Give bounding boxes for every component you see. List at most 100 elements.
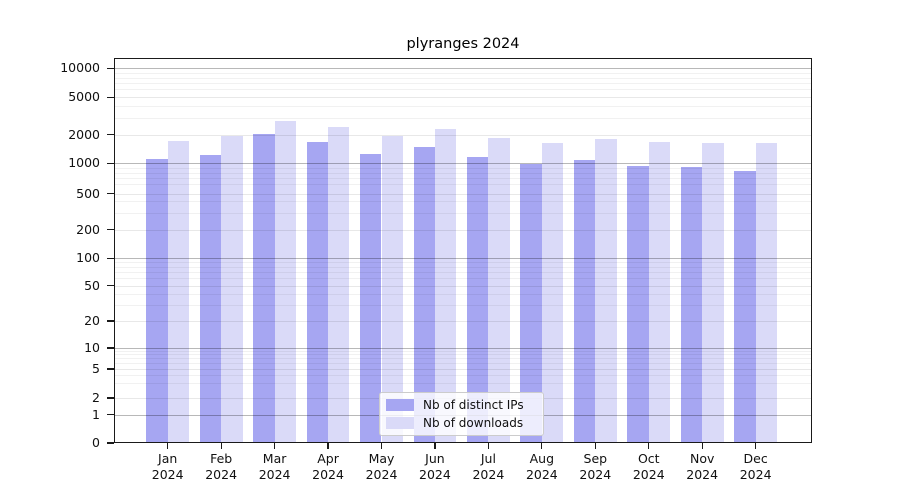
y-tick-label: 10000 (60, 60, 100, 76)
gridline-minor (114, 89, 812, 91)
gridline-minor (114, 172, 812, 174)
bar-ips-sep (573, 159, 596, 443)
y-tick (107, 96, 114, 98)
bar-downloads-aug (541, 143, 564, 443)
gridline-minor (114, 201, 812, 203)
x-tick-label: Apr 2024 (312, 451, 344, 482)
y-tick-label: 50 (84, 277, 100, 293)
gridline-minor (114, 83, 812, 85)
y-tick (107, 134, 114, 136)
gridline (114, 229, 812, 231)
bar-downloads-feb (221, 135, 243, 443)
y-tick (107, 320, 114, 322)
y-tick (107, 229, 114, 231)
legend-swatch-downloads (386, 417, 414, 430)
y-tick-label: 0 (92, 435, 100, 450)
gridline-minor (114, 354, 812, 356)
x-tick (380, 443, 383, 449)
gridline-minor (114, 212, 812, 214)
gridline (114, 97, 812, 99)
x-tick (594, 443, 596, 449)
x-tick-label: Sep 2024 (579, 451, 612, 482)
y-tick-label: 100 (76, 250, 100, 266)
y-tick (107, 368, 114, 370)
gridline (114, 321, 812, 322)
x-tick-label: Oct 2024 (632, 451, 665, 482)
bar-ips-apr (306, 141, 329, 443)
bar-ips-feb (199, 154, 222, 443)
gridline-minor (114, 351, 812, 353)
bar-ips-aug (520, 164, 542, 443)
gridline-minor (114, 362, 812, 364)
x-tick (327, 443, 329, 449)
bar-downloads-may (381, 135, 403, 443)
gridline-major (114, 258, 812, 260)
y-tick (107, 162, 114, 164)
gridline-major (114, 163, 812, 165)
x-tick-label: Nov 2024 (686, 451, 719, 482)
x-tick (434, 443, 436, 449)
bar-ips-mar (253, 133, 275, 443)
x-tick-label: Aug 2024 (525, 451, 558, 482)
chart-title: plyranges 2024 (406, 36, 520, 52)
y-tick (107, 284, 114, 287)
bar-ips-dec (734, 170, 756, 443)
y-tick (107, 347, 114, 349)
gridline-major (114, 348, 812, 349)
y-tick (107, 397, 114, 399)
bar-downloads-dec (755, 143, 778, 443)
y-tick-label: 500 (76, 185, 100, 201)
x-tick (648, 443, 650, 449)
bar-downloads-oct (648, 142, 671, 443)
legend-swatch-distinct-ips (386, 398, 414, 411)
bar-ips-nov (680, 166, 703, 443)
x-tick-label: Mar 2024 (258, 451, 291, 482)
gridline-minor (114, 358, 812, 360)
y-tick (107, 67, 114, 69)
gridline-major (114, 68, 812, 70)
y-tick (107, 414, 114, 416)
y-tick-label: 2000 (68, 126, 100, 142)
gridline-minor (114, 184, 812, 186)
x-tick (755, 443, 757, 449)
x-tick-label: Jan 2024 (151, 451, 184, 482)
bar-downloads-nov (702, 143, 724, 443)
bar-downloads-jul (488, 138, 510, 443)
bar-downloads-jan (167, 140, 190, 443)
x-tick-label: Dec 2024 (739, 451, 772, 482)
gridline-minor (114, 106, 812, 108)
y-tick-label: 1000 (68, 155, 100, 171)
legend: Nb of distinct IPs Nb of downloads (379, 392, 544, 436)
x-tick (701, 443, 703, 449)
gridline-minor (114, 272, 812, 274)
y-tick-label: 20 (84, 313, 100, 328)
bar-downloads-apr (328, 126, 350, 443)
bar-ips-jul (467, 156, 489, 443)
x-tick-label: Jun 2024 (419, 451, 451, 482)
x-tick (487, 443, 489, 449)
gridline-minor (114, 278, 812, 280)
bar-downloads-mar (274, 120, 296, 443)
gridline-minor (114, 382, 812, 384)
gridline (114, 193, 812, 195)
x-tick-label: May 2024 (365, 451, 398, 482)
bar-ips-jan (146, 158, 168, 443)
y-tick (107, 442, 114, 444)
legend-item-downloads: Nb of downloads (386, 415, 537, 432)
x-tick (167, 443, 169, 449)
gridline-minor (114, 262, 812, 264)
bar-ips-may (360, 154, 382, 443)
legend-item-distinct-ips: Nb of distinct IPs (386, 396, 537, 413)
bar-ips-jun (413, 146, 435, 443)
x-tick (220, 443, 222, 449)
gridline (114, 369, 812, 370)
gridline-minor (114, 266, 812, 268)
bar-ips-oct (627, 166, 649, 443)
gridline-minor (114, 293, 812, 295)
y-tick (107, 257, 114, 259)
x-tick (274, 443, 276, 449)
y-tick (107, 192, 114, 195)
gridline-minor (114, 72, 812, 74)
bar-downloads-jun (434, 128, 457, 443)
